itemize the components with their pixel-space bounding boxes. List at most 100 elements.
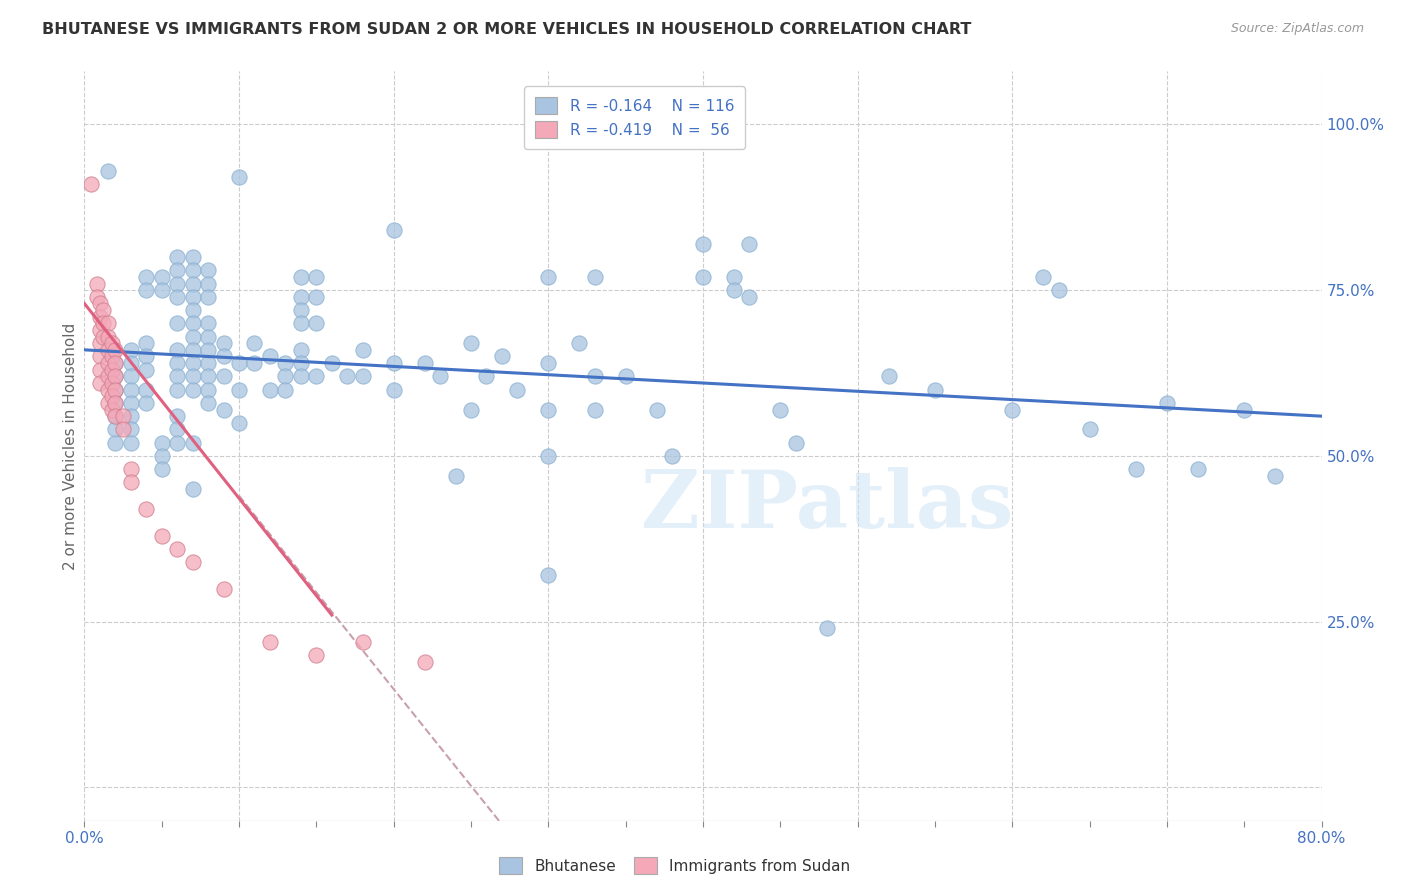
Point [112, 422, 135, 436]
Point [1047, 283, 1070, 297]
Point [89, 323, 111, 337]
Point [104, 356, 127, 370]
Point [212, 582, 235, 596]
Point [101, 376, 124, 390]
Point [166, 290, 188, 304]
Point [1187, 462, 1209, 476]
Point [86, 290, 108, 304]
Point [91, 316, 114, 330]
Point [197, 329, 219, 343]
Point [166, 343, 188, 357]
Point [692, 269, 714, 284]
Point [815, 621, 838, 635]
Point [120, 383, 142, 397]
Point [96, 164, 118, 178]
Point [120, 356, 142, 370]
Point [166, 435, 188, 450]
Point [491, 350, 513, 364]
Point [96, 383, 118, 397]
Point [413, 655, 436, 669]
Point [166, 356, 188, 370]
Point [290, 303, 312, 318]
Point [135, 283, 157, 297]
Point [104, 396, 127, 410]
Point [583, 269, 606, 284]
Point [89, 296, 111, 310]
Point [197, 263, 219, 277]
Point [197, 369, 219, 384]
Point [692, 236, 714, 251]
Point [181, 303, 204, 318]
Point [212, 369, 235, 384]
Text: Source: ZipAtlas.com: Source: ZipAtlas.com [1230, 22, 1364, 36]
Point [444, 468, 467, 483]
Point [91, 329, 114, 343]
Point [101, 389, 124, 403]
Point [212, 350, 235, 364]
Point [413, 356, 436, 370]
Point [181, 435, 204, 450]
Point [537, 449, 560, 463]
Point [460, 336, 482, 351]
Point [181, 555, 204, 569]
Point [104, 422, 127, 436]
Point [104, 409, 127, 424]
Point [352, 369, 374, 384]
Point [305, 290, 328, 304]
Point [243, 336, 266, 351]
Point [86, 277, 108, 291]
Point [96, 369, 118, 384]
Point [181, 343, 204, 357]
Point [429, 369, 451, 384]
Point [305, 648, 328, 662]
Point [104, 435, 127, 450]
Point [96, 316, 118, 330]
Point [197, 396, 219, 410]
Point [228, 170, 250, 185]
Point [583, 369, 606, 384]
Point [259, 350, 281, 364]
Point [89, 350, 111, 364]
Point [89, 310, 111, 324]
Y-axis label: 2 or more Vehicles in Household: 2 or more Vehicles in Household [63, 322, 77, 570]
Point [1032, 269, 1054, 284]
Point [197, 277, 219, 291]
Point [89, 336, 111, 351]
Point [583, 402, 606, 417]
Legend: Bhutanese, Immigrants from Sudan: Bhutanese, Immigrants from Sudan [494, 851, 856, 880]
Point [104, 369, 127, 384]
Point [166, 383, 188, 397]
Point [104, 356, 127, 370]
Point [305, 269, 328, 284]
Point [166, 250, 188, 264]
Point [661, 449, 683, 463]
Point [104, 383, 127, 397]
Point [475, 369, 498, 384]
Point [460, 402, 482, 417]
Point [166, 422, 188, 436]
Point [104, 396, 127, 410]
Point [1264, 468, 1286, 483]
Point [382, 383, 405, 397]
Point [101, 402, 124, 417]
Point [197, 290, 219, 304]
Point [150, 462, 173, 476]
Point [181, 383, 204, 397]
Point [150, 528, 173, 542]
Point [259, 383, 281, 397]
Point [197, 316, 219, 330]
Point [181, 329, 204, 343]
Point [150, 283, 173, 297]
Point [120, 343, 142, 357]
Point [537, 402, 560, 417]
Point [352, 634, 374, 648]
Point [166, 409, 188, 424]
Point [150, 269, 173, 284]
Point [96, 356, 118, 370]
Point [166, 316, 188, 330]
Point [1233, 402, 1256, 417]
Point [101, 350, 124, 364]
Point [645, 402, 668, 417]
Point [181, 277, 204, 291]
Point [104, 343, 127, 357]
